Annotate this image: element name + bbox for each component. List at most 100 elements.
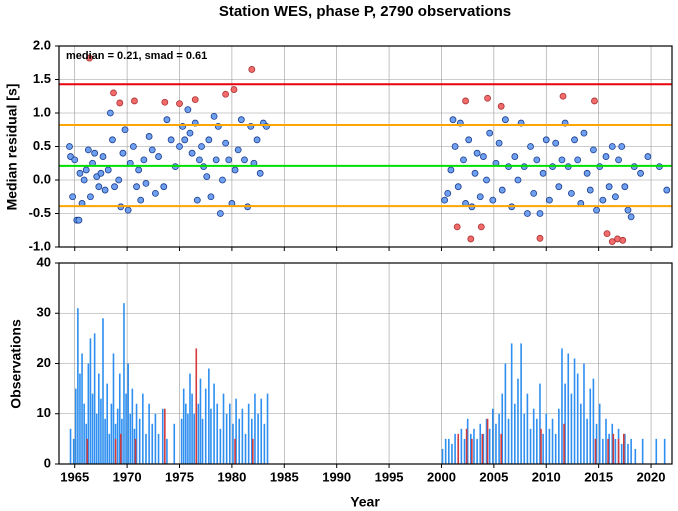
plot-frame [58,45,673,248]
point [163,116,171,124]
bar [482,433,485,464]
point [473,149,481,157]
point [106,109,114,117]
point [248,66,256,73]
point [110,89,117,97]
point [161,98,169,106]
point [460,156,467,164]
bar [151,423,154,464]
point [489,196,497,204]
bar [548,428,551,464]
bar [254,393,256,464]
bar [622,433,625,464]
point [137,196,145,204]
bar [106,383,109,464]
bar [589,388,592,464]
point [462,97,469,105]
point [237,116,245,124]
point [451,143,459,150]
bar [500,433,502,464]
point [131,97,138,105]
bar [247,403,250,464]
point [501,116,509,124]
point [467,235,475,243]
point [191,96,199,103]
point [586,186,594,194]
point [591,97,598,105]
point [511,153,519,160]
bar [100,398,102,464]
bar [195,348,198,464]
bar [77,308,79,464]
point [167,136,175,144]
point [87,193,94,201]
point [590,146,597,154]
bar [611,423,614,464]
bar [166,438,168,464]
x-tick-label: 1995 [375,469,404,484]
bar [634,448,637,464]
y-tick-label: 0 [44,455,51,470]
bar [257,413,259,464]
bar [641,438,644,464]
x-tick-label: 2005 [479,469,508,484]
bar [69,428,72,464]
bar [216,403,219,464]
point [133,183,140,191]
bar [133,428,136,464]
bar [594,438,597,464]
y-tick-label: -0.5 [29,205,51,220]
y-tick-label: 0.0 [33,171,51,186]
bar [164,408,166,464]
bar [193,413,195,464]
bar [241,408,244,464]
point [479,153,487,160]
bar [182,388,185,464]
point [552,139,560,147]
point [145,133,153,140]
point [605,183,613,191]
point [483,176,490,184]
point [454,183,462,191]
point [116,99,124,107]
point [193,196,201,204]
bar [607,438,609,464]
annotation: median = 0.21, smad = 0.61 [66,50,207,62]
bar [251,418,253,464]
bar [98,373,100,464]
point [453,223,461,231]
point [444,189,452,197]
bar [520,343,522,464]
bar [542,433,544,464]
bar [614,438,617,464]
x-tick-label: 1970 [113,469,142,484]
bar [551,418,554,464]
bar [507,418,510,464]
point [142,179,150,187]
bar [573,358,576,464]
bar [554,433,557,464]
bar [617,438,620,464]
bar [627,443,629,464]
bar [135,403,138,464]
bar [598,403,601,464]
bar [210,408,212,464]
y-tick-label: 0.5 [33,138,51,153]
point [546,196,553,204]
bar [624,433,626,464]
point [203,173,211,181]
point [222,90,230,98]
y-tick-label: -1.0 [29,238,51,253]
bar [586,418,588,464]
bar [85,423,88,464]
point [533,156,541,164]
point [497,102,505,110]
point [627,213,635,221]
point [599,196,607,204]
x-tick-label: 1975 [165,469,194,484]
bar [492,408,494,464]
point [225,156,233,164]
point [140,156,148,164]
bar [488,428,491,464]
